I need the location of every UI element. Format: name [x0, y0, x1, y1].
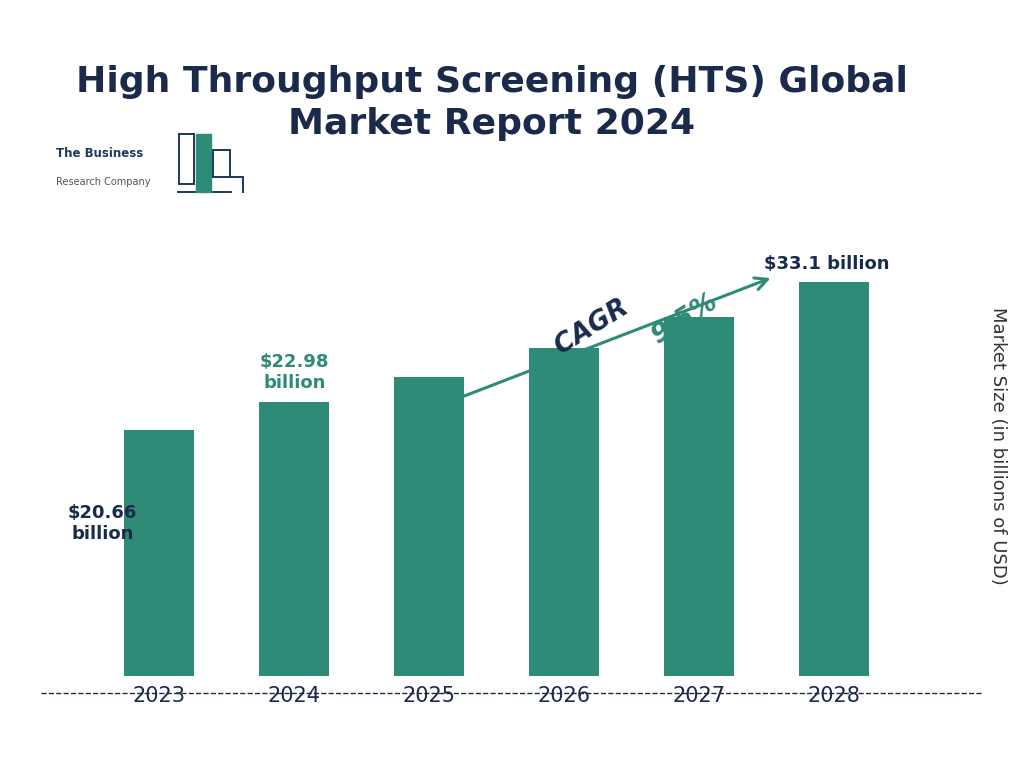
- Bar: [799, 282, 869, 676]
- Bar: [196, 134, 211, 192]
- Bar: [259, 402, 330, 676]
- Bar: [179, 134, 194, 184]
- Text: $22.98
billion: $22.98 billion: [259, 353, 329, 392]
- Text: $20.66
billion: $20.66 billion: [68, 504, 137, 543]
- Text: $33.1 billion: $33.1 billion: [764, 256, 890, 273]
- Bar: [529, 348, 599, 676]
- Text: 9.5%: 9.5%: [648, 288, 724, 349]
- Text: High Throughput Screening (HTS) Global
Market Report 2024: High Throughput Screening (HTS) Global M…: [76, 65, 907, 141]
- Bar: [394, 376, 464, 676]
- Bar: [213, 150, 229, 177]
- Text: Market Size (in billions of USD): Market Size (in billions of USD): [989, 306, 1008, 584]
- Bar: [664, 317, 734, 676]
- Bar: [124, 430, 195, 676]
- Text: The Business: The Business: [56, 147, 143, 160]
- Text: Research Company: Research Company: [56, 177, 151, 187]
- Text: CAGR: CAGR: [551, 290, 641, 359]
